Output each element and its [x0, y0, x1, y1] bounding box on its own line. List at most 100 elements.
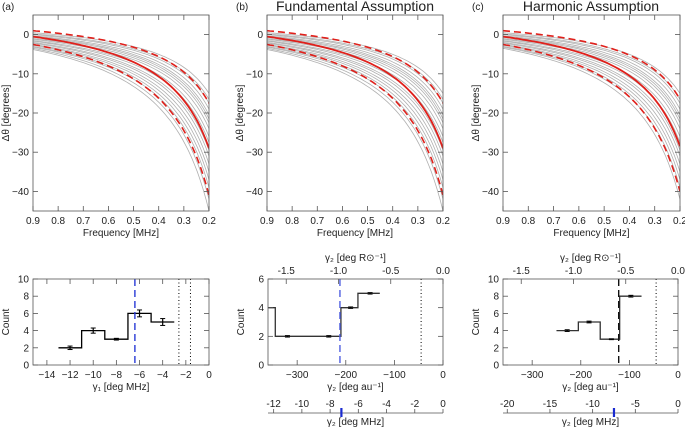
x-tick-label: 0.4 [386, 216, 400, 227]
y-tick-label: −30 [482, 148, 499, 159]
c-bottom-chart: −300 −200 −100 0 0 2 4 6 8 10 γ₂ [deg au⁻¹] Count -1… [471, 253, 685, 428]
ensemble-curve [33, 38, 209, 129]
x-tick-label: 0.4 [152, 216, 166, 227]
y-tick-label: −20 [482, 109, 499, 120]
y-tick-label: 10 [488, 275, 500, 286]
ensemble-curve [33, 42, 209, 151]
ensemble-curve [267, 33, 443, 100]
y-tick-label: 0 [23, 30, 29, 41]
ensemble-curve [33, 34, 209, 104]
x-tick-label: −200 [570, 370, 593, 381]
mhz-axis-tick-label: -4 [382, 399, 391, 410]
mhz-axis-tick-label: 0 [675, 399, 681, 410]
x-tick-label: 0 [440, 370, 446, 381]
y-tick-label: −30 [12, 148, 29, 159]
y-tick-label: −20 [246, 109, 263, 120]
x-tick-label: 0.9 [496, 216, 510, 227]
lower-bound-curve [33, 43, 209, 196]
ensemble-curve [33, 35, 209, 110]
ensemble-curve [267, 38, 443, 129]
histogram-step [268, 292, 380, 337]
ensemble-curve [503, 34, 680, 104]
y-tick-label: 4 [493, 326, 499, 337]
x-tick-label: 0.7 [310, 216, 324, 227]
y-tick-label: 0 [23, 361, 29, 372]
plot-area [503, 29, 680, 200]
x-tick-label: 0.2 [202, 216, 216, 227]
mhz-axis-label: γ₂ [deg MHz] [327, 417, 384, 428]
x-tick-label: 0.3 [411, 216, 425, 227]
ensemble-curve [267, 40, 443, 137]
y-tick-label: 4 [23, 326, 29, 337]
x-tick-label: 0.8 [51, 216, 65, 227]
x-tick-label: 0.7 [76, 216, 90, 227]
y-axis-label: Δθ [degrees] [471, 84, 482, 141]
ensemble-curve [267, 47, 443, 200]
upper-bound-curve [267, 29, 443, 104]
x-axis-label: γ₁ [deg MHz] [93, 382, 150, 393]
a-top-chart: 0.9 0.8 0.7 0.6 0.5 0.4 0.3 0.2 0 −10 −20 −30 −40 Fre… [1, 14, 216, 239]
ensemble-curve [267, 44, 443, 165]
ensemble-curve [503, 42, 680, 157]
mhz-axis-label: γ₂ [deg MHz] [562, 417, 619, 428]
x-tick-label: 0.6 [335, 216, 349, 227]
y-tick-label: 2 [258, 332, 264, 343]
ensemble-curve [33, 33, 209, 100]
top-axis-tick-label: -0.5 [617, 266, 635, 277]
x-tick-label: −12 [62, 370, 79, 381]
ensemble-curve [267, 36, 443, 116]
x-tick-label: 0.8 [521, 216, 535, 227]
plot-frame [502, 278, 679, 366]
panel-a-label: (a) [2, 2, 14, 13]
upper-bound-curve [33, 29, 209, 104]
x-tick-label: 0.6 [572, 216, 586, 227]
panel-b-title: Fundamental Assumption [276, 0, 434, 14]
x-tick-label: −8 [111, 370, 123, 381]
mean-curve [267, 35, 443, 149]
top-axis-tick-label: -1.5 [513, 266, 531, 277]
mhz-axis-tick-label: -20 [500, 399, 515, 410]
top-axis-tick-label: -1.0 [330, 266, 348, 277]
x-tick-label: −2 [180, 370, 192, 381]
x-tick-label: 0.3 [177, 216, 191, 227]
ensemble-curve [503, 36, 680, 116]
ensemble-curve [267, 49, 443, 211]
y-tick-label: −40 [246, 187, 263, 198]
plot-frame [267, 278, 444, 366]
mean-curve [33, 35, 209, 149]
top-axis-tick-label: -0.5 [382, 266, 400, 277]
x-tick-label: −6 [134, 370, 146, 381]
plot-area [556, 279, 657, 365]
y-tick-label: 0 [493, 30, 499, 41]
y-tick-label: 6 [258, 275, 264, 286]
b-top-chart: 0.9 0.8 0.7 0.6 0.5 0.4 0.3 0.2 0 −10 −20 −30 −40 Fre… [235, 14, 450, 239]
mhz-axis-tick-label: -5 [631, 399, 640, 410]
y-tick-label: −10 [246, 69, 263, 80]
ensemble-curve [267, 34, 443, 104]
x-axis-label: γ₂ [deg au⁻¹] [562, 382, 619, 393]
ensemble-curve [267, 35, 443, 110]
ensemble-curve [267, 42, 443, 151]
y-tick-label: 0 [493, 361, 499, 372]
ensemble-curve [267, 42, 443, 157]
panel-b-label: (b) [236, 2, 248, 13]
x-tick-label: −300 [521, 370, 544, 381]
top-axis-tick-label: 0.0 [436, 266, 450, 277]
y-tick-label: −30 [246, 148, 263, 159]
mhz-axis-tick-label: -6 [354, 399, 363, 410]
x-axis-label: Frequency [MHz] [317, 228, 393, 239]
ensemble-curve [503, 35, 680, 110]
x-tick-label: 0.6 [101, 216, 115, 227]
plot-area [33, 29, 209, 211]
y-tick-label: −40 [482, 187, 499, 198]
mhz-axis-tick-label: -2 [410, 399, 419, 410]
ensemble-curve [503, 44, 680, 172]
mhz-axis-tick-label: -8 [326, 399, 335, 410]
y-axis-label: Count [471, 308, 482, 335]
ensemble-curve [503, 33, 680, 100]
mean-curve [503, 35, 680, 147]
y-tick-label: 6 [23, 309, 29, 320]
y-tick-label: 8 [23, 292, 29, 303]
mhz-axis-tick-label: -10 [295, 399, 310, 410]
ensemble-curve [33, 40, 209, 137]
